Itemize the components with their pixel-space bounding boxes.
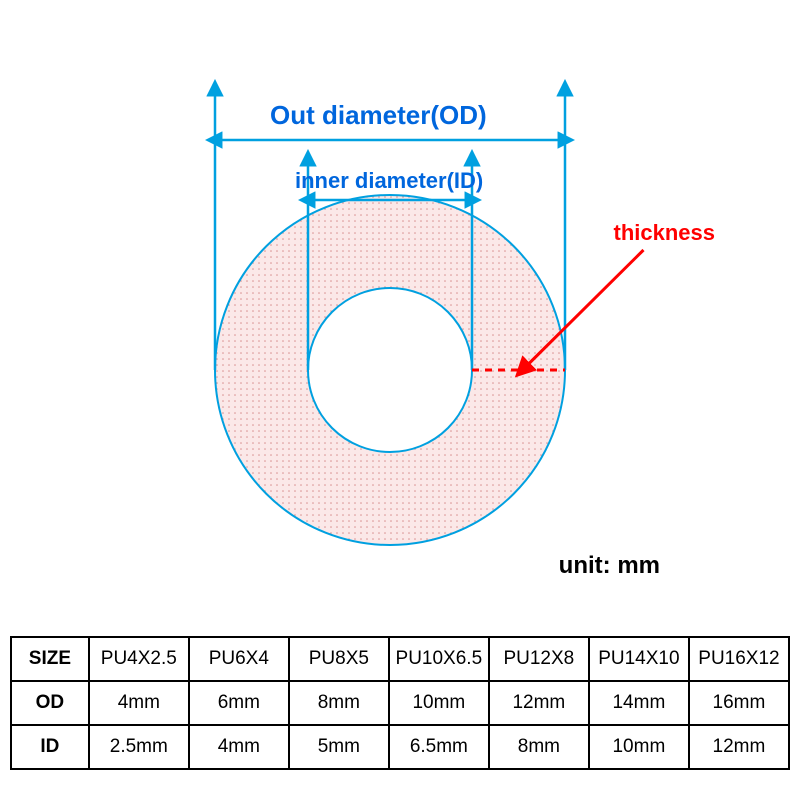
row-label: ID [11,725,89,769]
col-header: PU16X12 [689,637,789,681]
thickness-label: thickness [614,220,716,246]
tube-cross-section-diagram: Out diameter(OD) inner diameter(ID) thic… [100,50,700,590]
cell: 12mm [689,725,789,769]
col-header: PU4X2.5 [89,637,189,681]
col-header: PU12X8 [489,637,589,681]
diagram-svg [100,50,700,590]
cell: 10mm [589,725,689,769]
cell: 6mm [189,681,289,725]
cell: 8mm [489,725,589,769]
cell: 4mm [189,725,289,769]
cell: 10mm [389,681,489,725]
table-row: OD4mm6mm8mm10mm12mm14mm16mm [11,681,789,725]
cell: 12mm [489,681,589,725]
table-body: OD4mm6mm8mm10mm12mm14mm16mmID2.5mm4mm5mm… [11,681,789,769]
cell: 2.5mm [89,725,189,769]
cell: 5mm [289,725,389,769]
size-header: SIZE [11,637,89,681]
size-table-container: SIZEPU4X2.5PU6X4PU8X5PU10X6.5PU12X8PU14X… [0,636,800,800]
col-header: PU14X10 [589,637,689,681]
col-header: PU10X6.5 [389,637,489,681]
col-header: PU6X4 [189,637,289,681]
cell: 14mm [589,681,689,725]
cell: 8mm [289,681,389,725]
col-header: PU8X5 [289,637,389,681]
row-label: OD [11,681,89,725]
cell: 6.5mm [389,725,489,769]
size-table: SIZEPU4X2.5PU6X4PU8X5PU10X6.5PU12X8PU14X… [10,636,790,770]
table-header-row: SIZEPU4X2.5PU6X4PU8X5PU10X6.5PU12X8PU14X… [11,637,789,681]
table-row: ID2.5mm4mm5mm6.5mm8mm10mm12mm [11,725,789,769]
cell: 16mm [689,681,789,725]
unit-label: unit: mm [559,552,660,580]
inner-diameter-label: inner diameter(ID) [295,168,483,194]
cell: 4mm [89,681,189,725]
outer-diameter-label: Out diameter(OD) [270,100,487,131]
